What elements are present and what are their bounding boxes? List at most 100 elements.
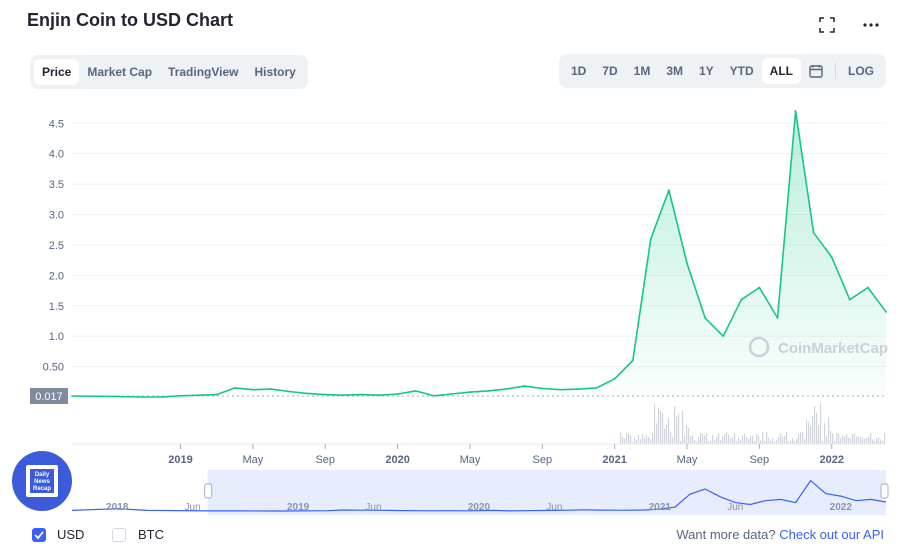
x-tick-label: Sep (315, 454, 335, 466)
price-point (722, 335, 725, 338)
volume-bar (672, 437, 674, 444)
volume-bar (714, 440, 716, 444)
volume-bar (710, 440, 712, 444)
current-price-label: 0.017 (35, 391, 63, 403)
price-point (233, 386, 236, 389)
volume-bar (828, 417, 830, 444)
volume-bar (692, 435, 694, 444)
volume-bar (706, 433, 708, 444)
price-point (179, 394, 182, 397)
btc-checkbox[interactable] (112, 528, 126, 542)
price-point (848, 298, 851, 301)
tab-price[interactable]: Price (34, 59, 80, 85)
volume-bar (684, 435, 686, 444)
page-title: Enjin Coin to USD Chart (27, 10, 233, 30)
volume-bar (796, 439, 798, 444)
volume-bar (740, 439, 742, 444)
svg-text:Recap: Recap (33, 486, 51, 492)
volume-bar (624, 438, 626, 444)
y-tick-label: 0.50 (43, 362, 64, 374)
volume-bar (662, 412, 664, 444)
volume-bar (832, 433, 834, 444)
price-point (559, 388, 562, 391)
volume-bar (850, 438, 852, 444)
tab-history[interactable]: History (254, 65, 296, 79)
range-1y[interactable]: 1Y (698, 64, 714, 78)
volume-bar (806, 420, 808, 444)
volume-bar (772, 437, 774, 444)
price-point (469, 391, 471, 394)
price-point (631, 359, 634, 362)
volume-bar (726, 432, 728, 444)
volume-bar (720, 440, 722, 444)
daily-news-recap-logo[interactable]: Daily News Recap (12, 451, 72, 511)
chart-tabs: Price Market Cap TradingView History (30, 55, 308, 89)
log-toggle[interactable]: LOG (848, 64, 874, 78)
volume-bar (842, 435, 844, 444)
btc-label: BTC (138, 527, 164, 542)
volume-bar (814, 406, 816, 444)
volume-bar (744, 433, 746, 444)
volume-bar (702, 434, 704, 444)
volume-bar (728, 434, 730, 444)
price-point (270, 388, 272, 390)
volume-bar (626, 432, 628, 444)
range-3m[interactable]: 3M (666, 64, 683, 78)
volume-bar (810, 426, 812, 444)
volume-bar (780, 432, 782, 444)
price-point (143, 396, 146, 398)
tab-tradingview[interactable]: TradingView (168, 65, 239, 79)
price-point (668, 189, 670, 192)
volume-bar (876, 437, 878, 444)
fullscreen-icon[interactable] (816, 14, 838, 36)
calendar-icon[interactable] (801, 58, 831, 84)
volume-bar (754, 441, 756, 444)
y-tick-label: 3.0 (49, 210, 64, 222)
price-point (577, 388, 580, 390)
volume-bar (716, 436, 718, 444)
y-tick-label: 2.0 (49, 270, 64, 282)
volume-bar (742, 435, 744, 444)
price-point (161, 396, 164, 398)
volume-bar (862, 437, 864, 444)
volume-bar (630, 434, 632, 444)
volume-bar (822, 441, 824, 444)
volume-bar (646, 435, 648, 444)
range-7d[interactable]: 7D (602, 64, 618, 78)
api-link[interactable]: Check out our API (779, 527, 884, 542)
volume-bar (788, 441, 790, 444)
range-ytd[interactable]: YTD (729, 64, 754, 78)
price-point (704, 317, 707, 319)
range-1m[interactable]: 1M (633, 64, 651, 78)
price-point (613, 377, 616, 380)
volume-bar (680, 441, 682, 444)
volume-bar (878, 437, 880, 444)
volume-bar (698, 436, 700, 444)
navigator-handle[interactable] (880, 483, 889, 499)
volume-bar (656, 423, 658, 444)
navigator-tick-label: 2019 (287, 502, 310, 513)
price-chart: 0.50 1.0 1.5 2.0 2.5 3.0 3.5 4.0 4.5 0.017 CoinMar… (30, 110, 889, 515)
price-point (71, 395, 73, 397)
more-icon[interactable] (860, 14, 882, 36)
price-point (740, 298, 743, 301)
volume-bar (688, 427, 690, 444)
price-point (215, 393, 218, 396)
volume-bar (848, 437, 850, 444)
price-point (324, 393, 327, 396)
volume-bar (760, 440, 762, 444)
volume-bar (682, 410, 684, 444)
volume-bar (628, 433, 630, 444)
usd-checkbox[interactable] (32, 528, 46, 542)
volume-bar (638, 434, 640, 444)
volume-bar (860, 436, 862, 444)
volume-bar (658, 407, 660, 444)
volume-bar (650, 438, 652, 444)
range-all[interactable]: ALL (761, 58, 801, 84)
tab-market-cap[interactable]: Market Cap (87, 65, 153, 79)
volume-bar (752, 435, 754, 444)
range-1d[interactable]: 1D (570, 64, 587, 78)
volume-bar (632, 441, 634, 444)
navigator-handle[interactable] (204, 483, 213, 499)
x-tick-label: Sep (533, 454, 553, 466)
